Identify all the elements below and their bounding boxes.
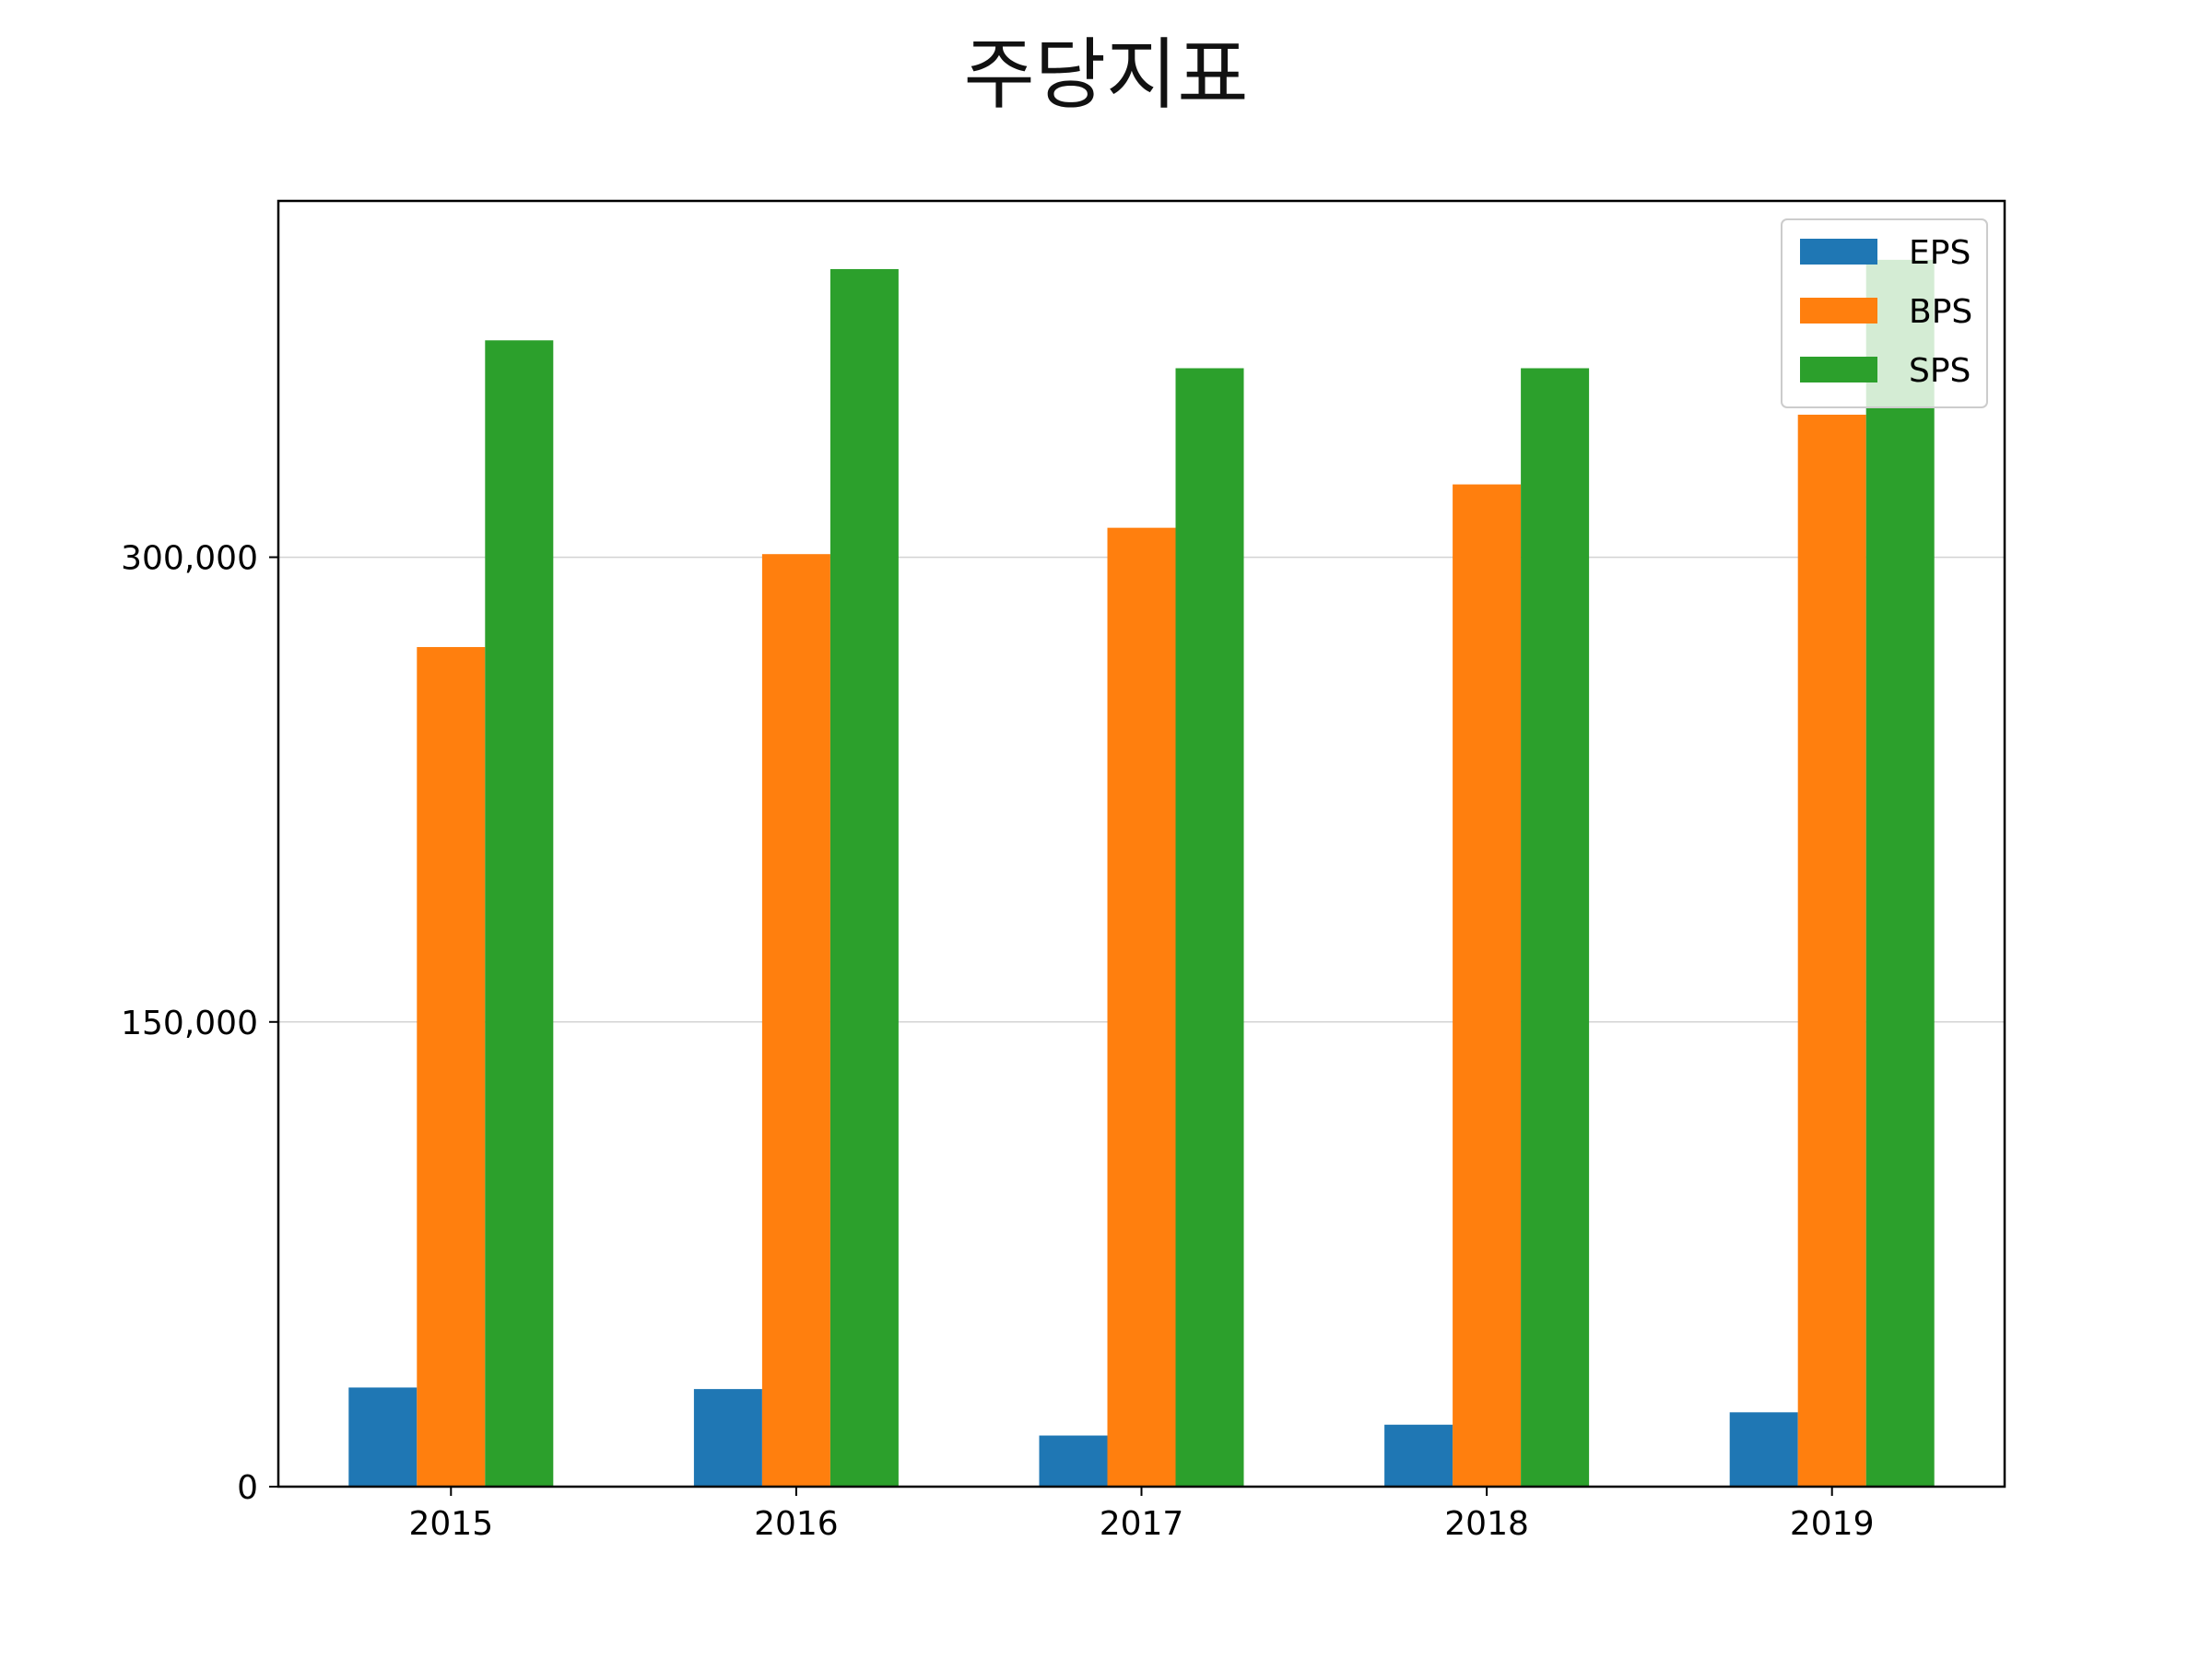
bar-bps-2016: [761, 554, 830, 1487]
x-tick-label: 2019: [1790, 1505, 1875, 1543]
x-tick-label: 2018: [1444, 1505, 1529, 1543]
legend-label-bps: BPS: [1909, 293, 1972, 331]
bar-eps-2019: [1729, 1412, 1798, 1487]
bar-bps-2017: [1107, 527, 1176, 1487]
bar-sps-2018: [1521, 368, 1590, 1487]
legend: EPS BPS SPS: [1781, 218, 1988, 408]
x-tick-label: 2017: [1100, 1505, 1184, 1543]
bar-sps-2016: [830, 268, 899, 1488]
y-tick-label: 150,000: [121, 1005, 258, 1042]
bar-bps-2015: [417, 647, 486, 1487]
legend-label-eps: EPS: [1909, 234, 1971, 272]
axis-ticks: 0 150,000 300,000 2015 2016 2017 2018 2019: [121, 540, 1874, 1543]
legend-label-sps: SPS: [1909, 352, 1971, 390]
bar-bps-2018: [1453, 484, 1522, 1487]
x-tick-label: 2015: [408, 1505, 493, 1543]
legend-swatch-eps: [1800, 239, 1877, 265]
y-tick-label: 300,000: [121, 540, 258, 578]
bar-sps-2017: [1175, 368, 1244, 1487]
x-tick-label: 2016: [754, 1505, 839, 1543]
chart-title: 주당지표: [963, 29, 1249, 120]
legend-swatch-bps: [1800, 298, 1877, 324]
bar-sps-2015: [485, 340, 554, 1488]
legend-swatch-sps: [1800, 357, 1877, 382]
bar-eps-2017: [1039, 1435, 1108, 1487]
bar-eps-2015: [348, 1387, 418, 1487]
bar-eps-2018: [1384, 1424, 1453, 1487]
bar-eps-2016: [693, 1389, 762, 1487]
bar-bps-2019: [1797, 414, 1866, 1488]
bar-series-group: [348, 259, 1935, 1488]
y-tick-label: 0: [237, 1469, 258, 1507]
bar-sps-2019: [1865, 259, 1935, 1488]
